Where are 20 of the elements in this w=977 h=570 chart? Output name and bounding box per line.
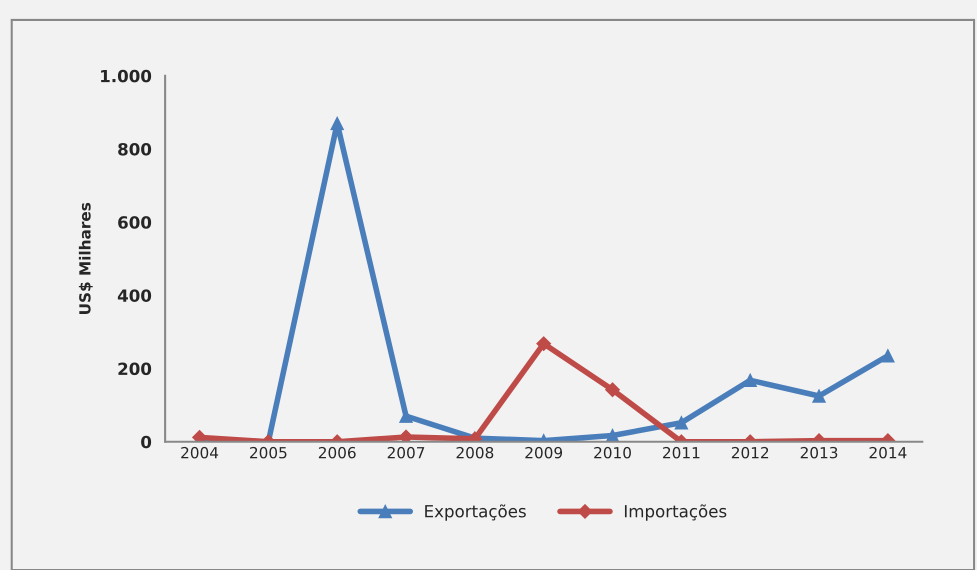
legend-label: Exportações — [425, 504, 526, 521]
y-axis-title: US$ Milhares — [78, 202, 93, 314]
x-tick-label: 2009 — [525, 446, 562, 458]
x-tick-label: 2011 — [663, 446, 700, 458]
legend-label: Importações — [624, 504, 726, 521]
y-tick-label: 200 — [118, 362, 152, 376]
x-tick-label: 2008 — [456, 446, 494, 458]
y-tick-label: 400 — [118, 289, 152, 302]
x-tick-label: 2007 — [388, 446, 424, 458]
x-tick-label: 2013 — [800, 446, 838, 458]
x-tick-label: 2012 — [732, 446, 768, 458]
y-tick-label: 600 — [118, 216, 152, 229]
y-tick-label: 0 — [141, 436, 152, 448]
y-tick-label: 1.000 — [101, 70, 152, 82]
x-tick-label: 2014 — [870, 446, 906, 458]
x-tick-label: 2005 — [250, 446, 286, 458]
x-tick-label: 2010 — [594, 446, 631, 458]
y-tick-label: 800 — [118, 142, 152, 156]
x-tick-label: 2004 — [181, 446, 218, 458]
x-tick-label: 2006 — [318, 446, 356, 458]
